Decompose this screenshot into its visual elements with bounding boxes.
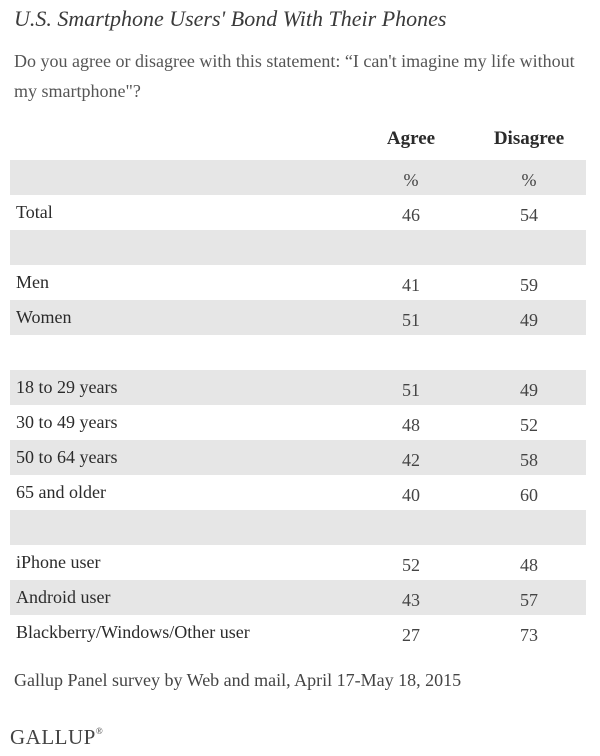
row-label: Android user — [16, 587, 111, 607]
disagree-value: 52 — [520, 415, 538, 435]
survey-question: Do you agree or disagree with this state… — [14, 51, 575, 101]
table-row — [10, 335, 586, 370]
table-row: iPhone user 52 48 — [10, 545, 586, 580]
gallup-logo: GALLUP® — [10, 725, 103, 750]
row-label: 50 to 64 years — [16, 447, 118, 467]
agree-value: 51 — [402, 310, 420, 330]
disagree-value: 49 — [520, 310, 538, 330]
agree-value: 52 — [402, 555, 420, 575]
table-row: 50 to 64 years 42 58 — [10, 440, 586, 475]
table-row: Blackberry/Windows/Other user 27 73 — [10, 615, 586, 650]
row-label: 18 to 29 years — [16, 377, 118, 397]
agree-value: 46 — [402, 205, 420, 225]
table-row: 30 to 49 years 48 52 — [10, 405, 586, 440]
table-row: Total 46 54 — [10, 195, 586, 230]
agree-value: 27 — [402, 625, 420, 645]
agree-value: 41 — [402, 275, 420, 295]
page-title: U.S. Smartphone Users' Bond With Their P… — [14, 6, 447, 31]
row-label: Men — [16, 272, 49, 292]
table-row: 65 and older 40 60 — [10, 475, 586, 510]
agree-value: 51 — [402, 380, 420, 400]
agree-value: 42 — [402, 450, 420, 470]
disagree-value: 58 — [520, 450, 538, 470]
table-row — [10, 230, 586, 265]
agree-value: 40 — [402, 485, 420, 505]
disagree-value: 48 — [520, 555, 538, 575]
row-label: 65 and older — [16, 482, 106, 502]
table-row: Women 51 49 — [10, 300, 586, 335]
table-row — [10, 510, 586, 545]
agree-value: 43 — [402, 590, 420, 610]
disagree-value: 59 — [520, 275, 538, 295]
disagree-value: % — [521, 170, 537, 190]
disagree-value: 60 — [520, 485, 538, 505]
table-row: Men 41 59 — [10, 265, 586, 300]
disagree-value: 54 — [520, 205, 538, 225]
row-label: 30 to 49 years — [16, 412, 118, 432]
registered-mark: ® — [95, 726, 104, 736]
table-row: Android user 43 57 — [10, 580, 586, 615]
row-label: Women — [16, 307, 72, 327]
column-header-disagree: Disagree — [493, 128, 565, 149]
source-note: Gallup Panel survey by Web and mail, Apr… — [14, 670, 462, 690]
table-row: % % — [10, 160, 586, 195]
table-row: 18 to 29 years 51 49 — [10, 370, 586, 405]
logo-text: GALLUP — [10, 725, 96, 749]
disagree-value: 73 — [520, 625, 538, 645]
column-header-agree: Agree — [386, 128, 436, 149]
row-label: Total — [16, 202, 53, 222]
row-label: Blackberry/Windows/Other user — [16, 622, 250, 642]
agree-value: 48 — [402, 415, 420, 435]
row-label: iPhone user — [16, 552, 101, 572]
disagree-value: 57 — [520, 590, 538, 610]
results-table: % % Total 46 54 Men 41 59 Women 51 49 18… — [10, 160, 586, 650]
agree-value: % — [403, 170, 419, 190]
disagree-value: 49 — [520, 380, 538, 400]
